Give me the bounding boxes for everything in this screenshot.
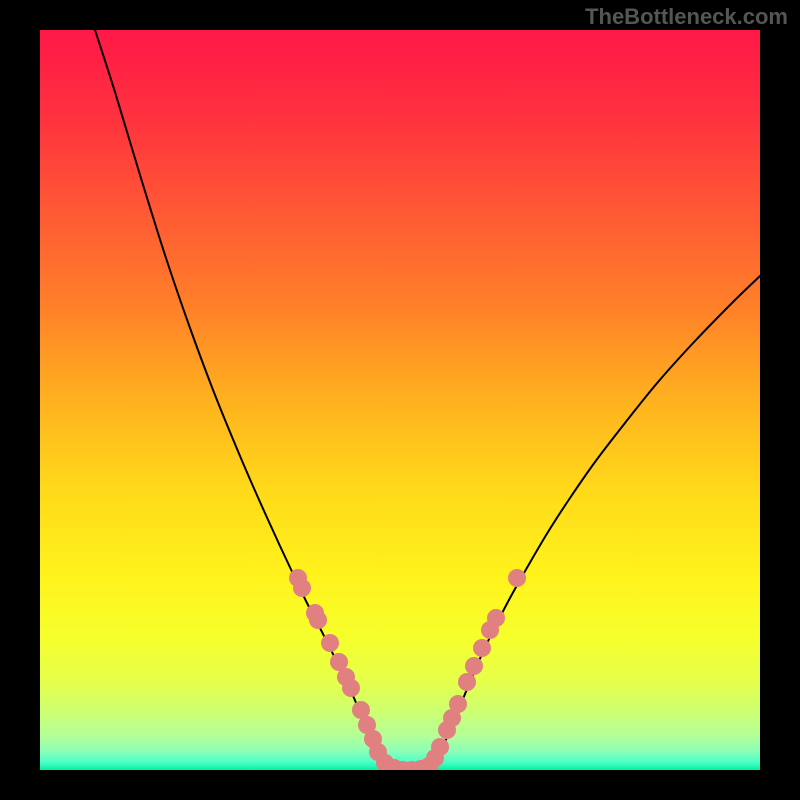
chart-canvas: TheBottleneck.com — [0, 0, 800, 800]
plot-area — [40, 30, 760, 770]
plot-svg — [40, 30, 760, 770]
watermark-text: TheBottleneck.com — [585, 4, 788, 30]
